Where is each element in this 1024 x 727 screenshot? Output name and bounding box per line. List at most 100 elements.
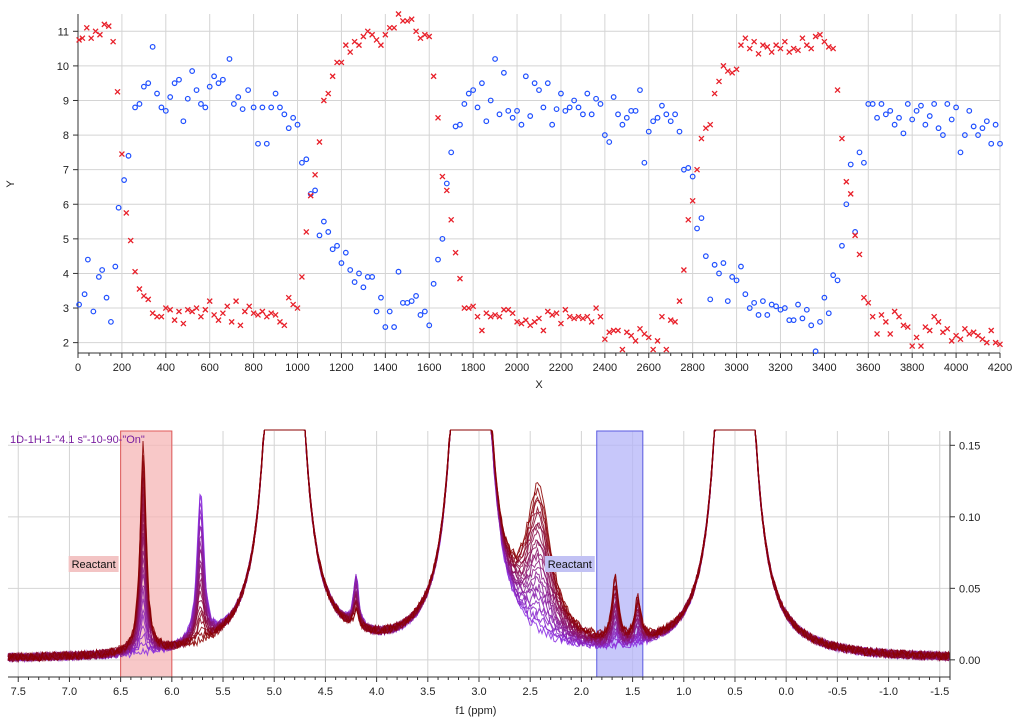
data-point-blue (316, 232, 323, 239)
data-point-red (720, 62, 727, 69)
spectrum-trace (7, 429, 951, 663)
reactant-band-red[interactable] (120, 430, 173, 678)
data-point-blue (755, 312, 762, 318)
data-point-red (377, 42, 384, 49)
data-point-red (632, 337, 639, 344)
data-point-blue (121, 177, 127, 183)
data-point-blue (601, 132, 608, 138)
data-point-red (443, 187, 450, 194)
data-point-blue (839, 242, 845, 249)
data-point-blue (764, 312, 771, 318)
data-point-blue (689, 173, 696, 180)
y-tick-label: 0.05 (959, 583, 980, 595)
data-point-blue (215, 80, 222, 87)
nmr-x-ticks: 7.5 7.0 6.5 6.0 5.5 5.0 4.5 4.0 3.5 3.0 2.5 2.0 1.5 1… (11, 686, 950, 698)
data-point-red (496, 313, 503, 320)
data-point-red (281, 322, 288, 329)
data-point-blue (957, 149, 964, 156)
data-point-red (557, 320, 564, 327)
data-point-blue (742, 291, 749, 298)
data-point-blue (132, 104, 138, 111)
data-point-red (716, 78, 722, 85)
data-point-blue (562, 107, 569, 114)
data-point-red (610, 327, 617, 334)
data-point-red (145, 296, 152, 303)
data-point-blue (226, 56, 233, 62)
data-point-red (540, 327, 547, 334)
data-point-blue (975, 132, 981, 138)
data-point-blue (206, 83, 213, 90)
data-point-blue (108, 318, 114, 325)
data-point-blue (843, 201, 850, 208)
data-point-blue (115, 204, 122, 211)
data-point-red (465, 305, 472, 311)
data-point-red (263, 313, 270, 320)
data-point-red (206, 298, 213, 305)
data-point-blue (544, 80, 551, 87)
data-point-blue (698, 215, 705, 221)
reactant-band-blue[interactable] (596, 430, 644, 678)
data-point-blue (702, 253, 709, 260)
data-point-blue (378, 294, 384, 301)
data-point-red (435, 114, 441, 121)
data-point-red (224, 303, 231, 310)
data-point-blue (900, 130, 907, 137)
data-point-blue (953, 104, 959, 111)
data-point-red (707, 121, 714, 128)
data-point-red (795, 47, 801, 54)
x-tick-label: 4.0 (369, 686, 384, 698)
data-point-blue (505, 107, 512, 114)
data-point-blue (522, 73, 529, 80)
data-point-red (926, 327, 933, 334)
data-point-blue (575, 104, 582, 111)
data-point-blue (724, 298, 731, 305)
data-point-blue (299, 159, 305, 166)
spectrum-trace (7, 429, 951, 663)
data-point-blue (189, 68, 196, 74)
data-point-blue (667, 118, 674, 125)
data-point-blue (426, 322, 433, 329)
data-point-red (975, 332, 982, 339)
data-point-red (650, 346, 657, 353)
data-point-blue (584, 90, 591, 97)
data-point-blue (76, 301, 82, 308)
data-point-red (176, 308, 182, 315)
data-point-red (575, 313, 582, 320)
data-point-blue (659, 102, 665, 109)
data-point-red (579, 315, 586, 322)
data-point-red (698, 135, 705, 142)
spectrum-trace (7, 429, 951, 664)
data-point-red (399, 17, 406, 24)
data-point-blue (882, 111, 889, 118)
x-tick-label: 2.0 (574, 686, 589, 698)
data-point-red (228, 318, 235, 325)
data-point-red (694, 166, 701, 173)
y-tick-label: 5 (63, 234, 69, 246)
data-point-blue (610, 94, 617, 100)
y-tick-label: 11 (58, 26, 69, 38)
data-point-red (571, 315, 578, 322)
data-point-red (637, 325, 643, 332)
data-point-red (724, 68, 731, 75)
data-point-blue (413, 293, 419, 299)
data-point-red (123, 209, 130, 216)
data-point-blue (817, 318, 823, 325)
data-point-red (320, 97, 327, 104)
data-point-blue (479, 80, 485, 87)
x-tick-label: 1200 (329, 362, 353, 374)
data-point-red (105, 23, 112, 30)
x-tick-label: 4.5 (318, 686, 333, 698)
data-point-blue (487, 97, 494, 104)
spectrum-trace (7, 429, 951, 663)
data-point-red (918, 343, 924, 350)
data-point-blue (351, 279, 358, 285)
y-axis-title: Y (5, 180, 17, 188)
data-point-red (953, 332, 960, 339)
data-point-blue (760, 298, 766, 305)
data-point-red (803, 42, 810, 49)
data-point-blue (571, 97, 578, 104)
band-label: Reactant (72, 559, 116, 571)
data-point-blue (382, 324, 389, 330)
data-point-blue (470, 87, 477, 94)
data-point-red (970, 329, 977, 336)
